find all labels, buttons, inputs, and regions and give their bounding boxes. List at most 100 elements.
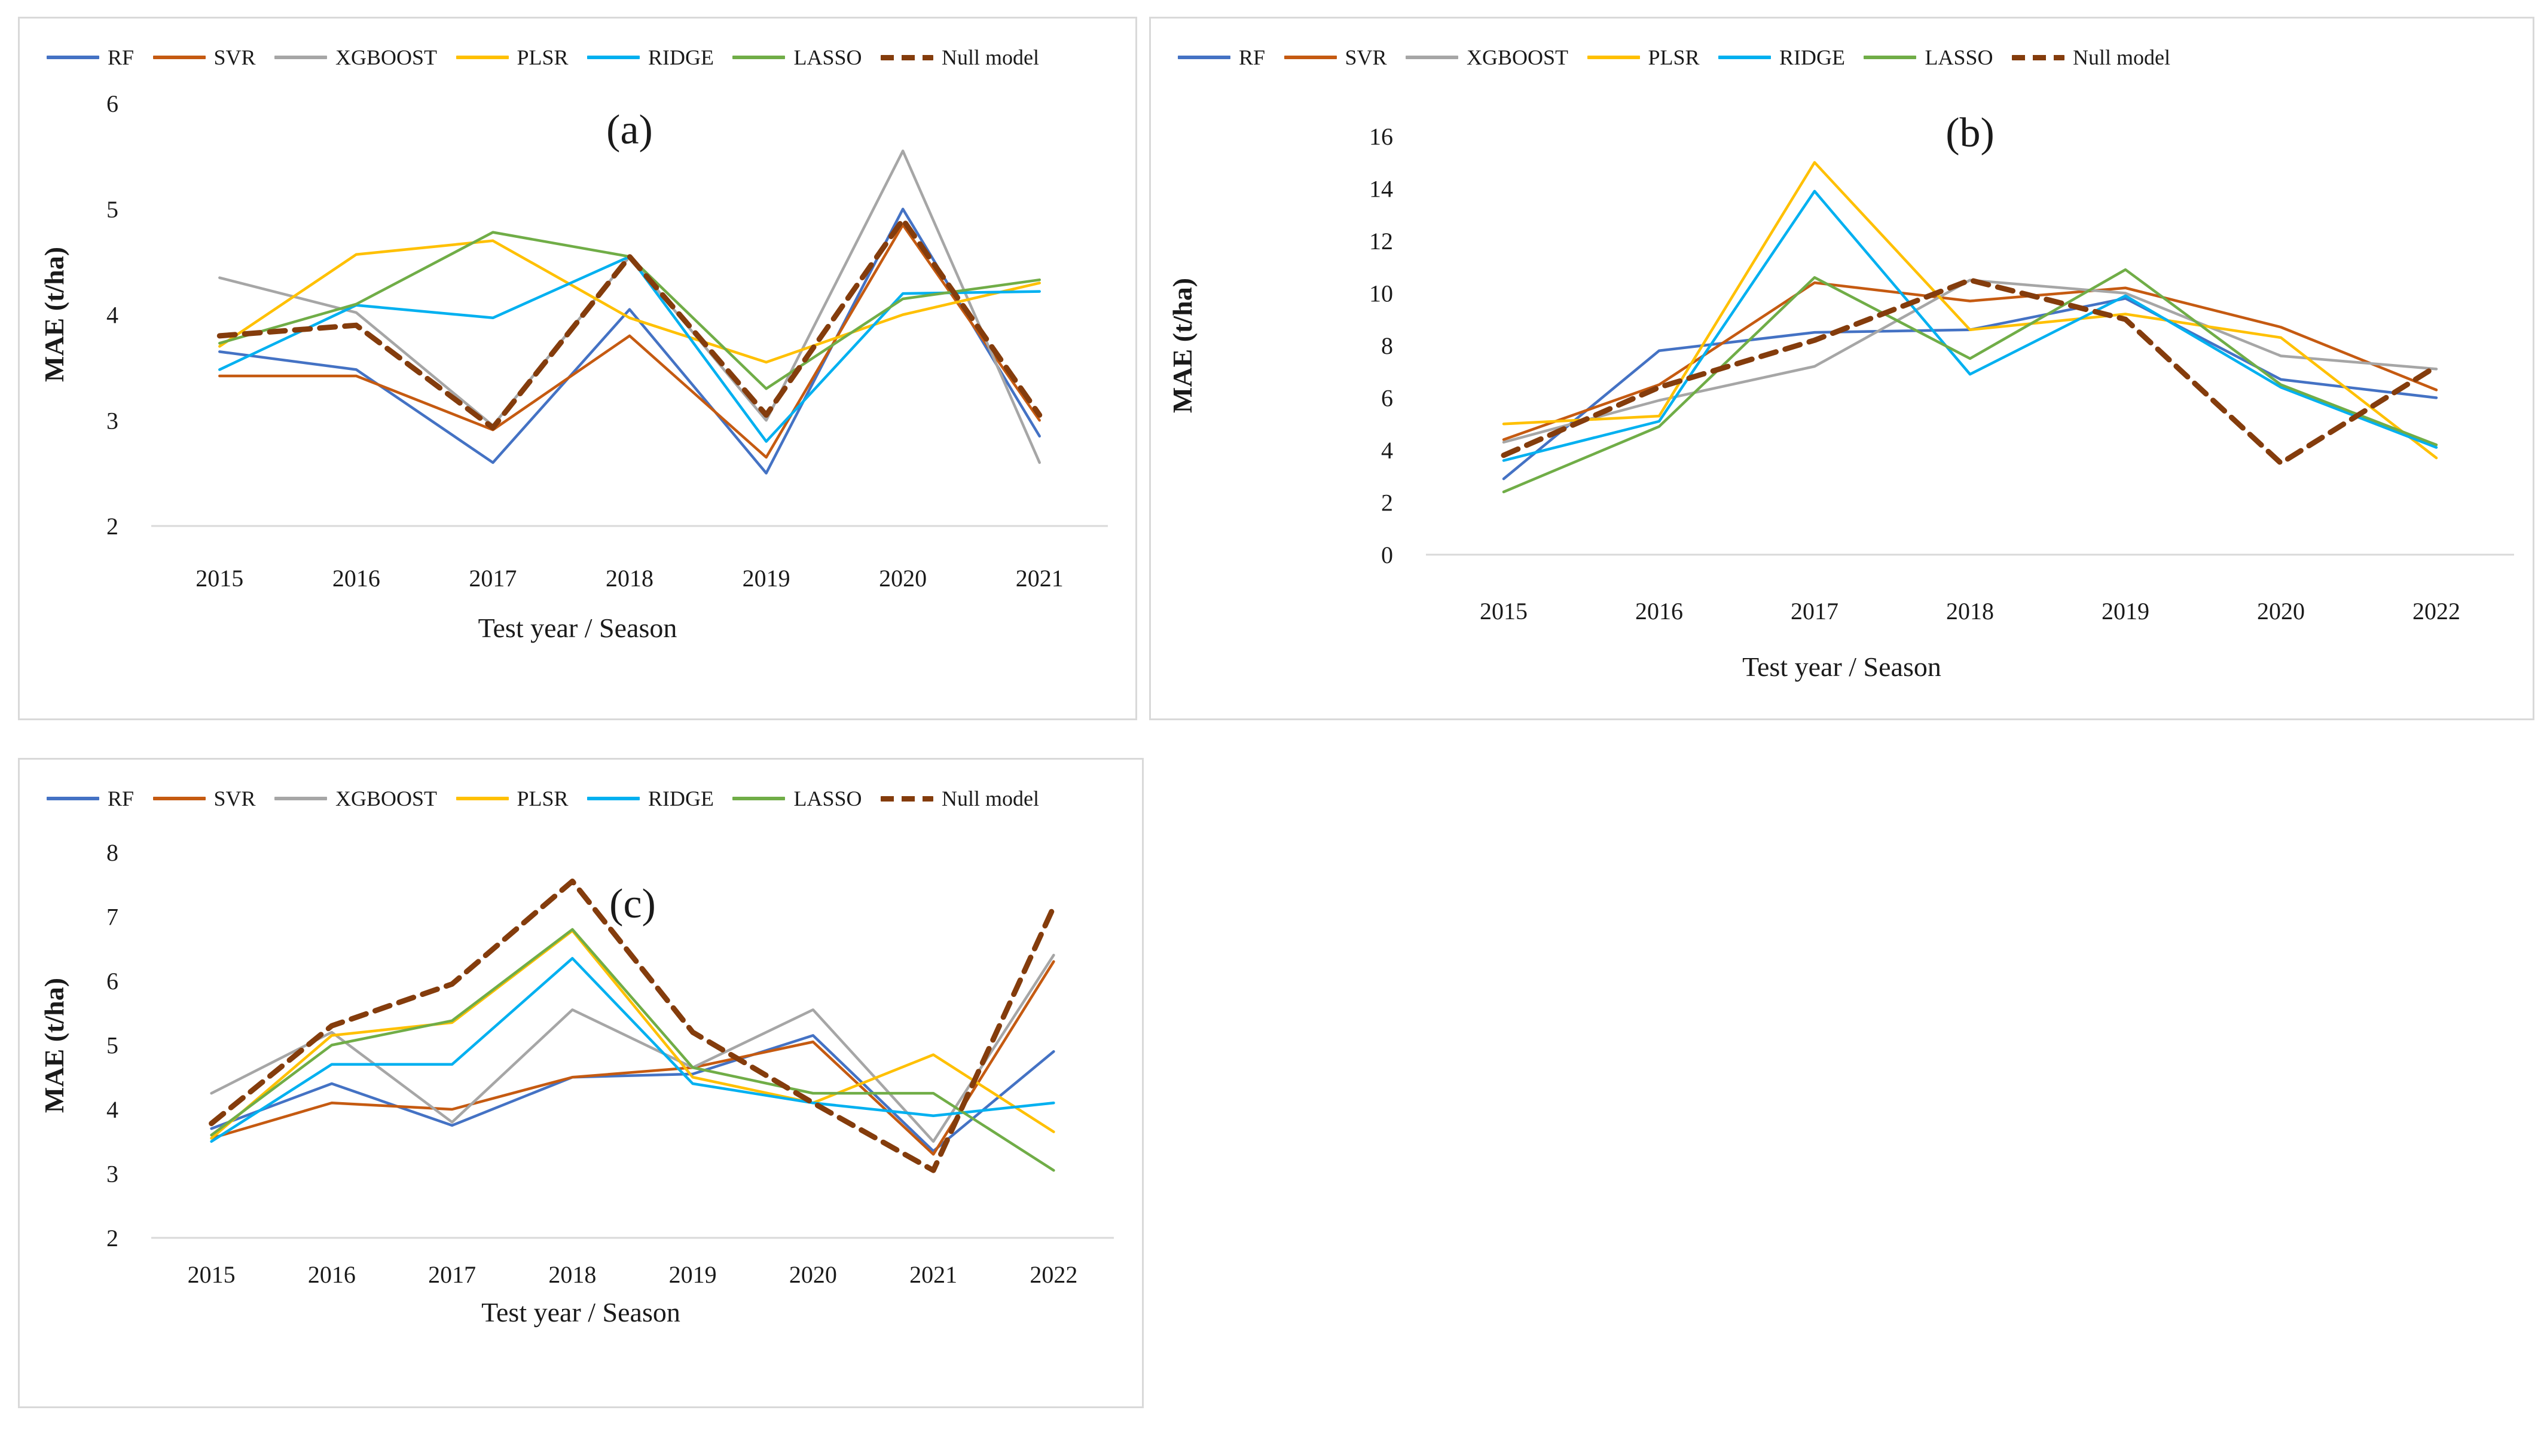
series-line-plsr xyxy=(1502,161,2438,460)
series-line-ridge xyxy=(210,957,1055,1143)
series-line-null-model xyxy=(209,878,1056,1173)
y-tick-label: 3 xyxy=(106,407,118,434)
legend-label-svr: SVR xyxy=(1345,45,1387,69)
legend-item-rf: RF xyxy=(47,787,134,810)
chart-title-a: (a) xyxy=(606,107,653,153)
legend-item-null-model: Null model xyxy=(880,787,1039,810)
y-tick-label: 4 xyxy=(106,1096,118,1123)
legend-swatch-rf xyxy=(1178,56,1230,59)
legend-label-rf: RF xyxy=(1239,45,1266,69)
x-tick-label: 2017 xyxy=(469,565,517,592)
y-tick-label: 5 xyxy=(106,1032,118,1059)
y-tick-label: 7 xyxy=(106,904,118,931)
legend-item-lasso: LASSO xyxy=(732,787,862,810)
x-tick-label: 2017 xyxy=(1791,598,1838,625)
legend-a: RF SVR XGBOOST PLSR RIDGE LASSO Null model xyxy=(47,45,1039,69)
legend-label-null-model: Null model xyxy=(941,45,1039,69)
y-tick-label: 10 xyxy=(1369,280,1393,307)
y-tick-label: 5 xyxy=(106,196,118,223)
legend-label-plsr: PLSR xyxy=(517,787,569,810)
legend-item-plsr: PLSR xyxy=(456,45,569,69)
legend-item-ridge: RIDGE xyxy=(587,45,714,69)
legend-swatch-rf xyxy=(47,797,99,800)
x-tick-label: 2016 xyxy=(1635,598,1683,625)
legend-label-lasso: LASSO xyxy=(793,787,862,810)
series-line-svr xyxy=(1502,281,2438,441)
x-tick-label: 2015 xyxy=(1480,598,1528,625)
x-tick-label: 2021 xyxy=(909,1261,957,1288)
y-tick-label: 3 xyxy=(106,1161,118,1188)
y-tick-label: 0 xyxy=(1381,542,1393,568)
x-tick-label: 2017 xyxy=(428,1261,476,1288)
plot-b: 0 2 4 6 8 10 12 14 16 2015 2016 2017 2018 2019 2020 202… xyxy=(1369,123,2514,625)
legend-item-svr: SVR xyxy=(152,787,256,810)
legend-label-xgboost: XGBOOST xyxy=(1467,45,1569,69)
legend-swatch-svr xyxy=(152,797,206,800)
legend-label-rf: RF xyxy=(108,787,135,810)
plot-a: 2 3 4 5 6 2015 2016 2017 2018 2019 2020 2021 xyxy=(106,90,1108,592)
x-tick-label: 2018 xyxy=(548,1261,596,1288)
series-line-svr xyxy=(218,224,1041,459)
series-line-lasso xyxy=(210,928,1055,1172)
x-tick-label: 2016 xyxy=(308,1261,356,1288)
legend-item-svr: SVR xyxy=(1284,45,1387,69)
x-tick-label: 2020 xyxy=(879,565,927,592)
legend-label-ridge: RIDGE xyxy=(1779,45,1846,69)
y-tick-label: 6 xyxy=(1381,385,1393,412)
legend-item-ridge: RIDGE xyxy=(587,787,714,810)
x-tick-label: 2020 xyxy=(2257,598,2305,625)
y-tick-label: 2 xyxy=(106,513,118,540)
legend-item-lasso: LASSO xyxy=(732,45,862,69)
y-tick-label: 2 xyxy=(1381,490,1393,516)
panel-a: RF SVR XGBOOST PLSR RIDGE LASSO Null model (a)… xyxy=(18,17,1137,720)
x-tick-label: 2019 xyxy=(2102,598,2149,625)
legend-swatch-svr xyxy=(1284,56,1337,59)
x-tick-label: 2022 xyxy=(1030,1261,1077,1288)
x-tick-label: 2022 xyxy=(2412,598,2460,625)
y-tick-label: 16 xyxy=(1369,123,1393,150)
legend-swatch-xgboost xyxy=(1406,56,1459,59)
x-tick-label: 2018 xyxy=(606,565,653,592)
legend-item-xgboost: XGBOOST xyxy=(274,787,437,810)
legend-item-plsr: PLSR xyxy=(456,787,569,810)
x-tick-label: 2015 xyxy=(188,1261,236,1288)
x-tick-label: 2019 xyxy=(743,565,790,592)
legend-item-xgboost: XGBOOST xyxy=(1406,45,1568,69)
y-tick-label: 12 xyxy=(1369,228,1393,255)
series-line-xgboost xyxy=(210,953,1055,1143)
x-tick-label: 2020 xyxy=(789,1261,837,1288)
y-tick-label: 14 xyxy=(1369,176,1393,203)
legend-swatch-plsr xyxy=(456,797,509,800)
legend-swatch-xgboost xyxy=(274,56,328,59)
y-tick-label: 8 xyxy=(1381,332,1393,359)
legend-item-svr: SVR xyxy=(152,45,256,69)
y-tick-label: 4 xyxy=(106,302,118,329)
legend-swatch-plsr xyxy=(1587,56,1640,59)
y-tick-label: 6 xyxy=(106,90,118,117)
legend-swatch-plsr xyxy=(456,56,509,59)
legend-c: RF SVR XGBOOST PLSR RIDGE LASSO Null model xyxy=(47,787,1039,810)
legend-swatch-ridge xyxy=(587,797,640,800)
legend-label-svr: SVR xyxy=(213,45,256,69)
x-tick-label: 2015 xyxy=(196,565,243,592)
panel-c: RF SVR XGBOOST PLSR RIDGE LASSO Null model (c)… xyxy=(18,758,1144,1408)
series-line-plsr xyxy=(210,929,1055,1140)
x-axis-title-c: Test year / Season xyxy=(481,1297,680,1327)
legend-swatch-lasso xyxy=(732,797,786,800)
legend-label-plsr: PLSR xyxy=(517,45,569,69)
plot-c: 2 3 4 5 6 7 8 2015 2016 2017 2018 2019 2020 2021 2022 xyxy=(106,839,1114,1288)
legend-swatch-null-model xyxy=(880,54,933,60)
x-axis-title-b: Test year / Season xyxy=(1742,651,1941,682)
legend-swatch-null-model xyxy=(880,796,933,802)
series-line-plsr xyxy=(218,239,1041,364)
legend-label-ridge: RIDGE xyxy=(648,787,714,810)
legend-swatch-svr xyxy=(152,56,206,59)
legend-label-rf: RF xyxy=(108,45,135,69)
legend-swatch-ridge xyxy=(1718,56,1772,59)
y-tick-label: 8 xyxy=(106,839,118,866)
x-tick-label: 2021 xyxy=(1016,565,1064,592)
legend-label-null-model: Null model xyxy=(2072,45,2170,69)
legend-item-rf: RF xyxy=(1178,45,1265,69)
legend-label-lasso: LASSO xyxy=(793,45,862,69)
x-tick-label: 2019 xyxy=(669,1261,717,1288)
